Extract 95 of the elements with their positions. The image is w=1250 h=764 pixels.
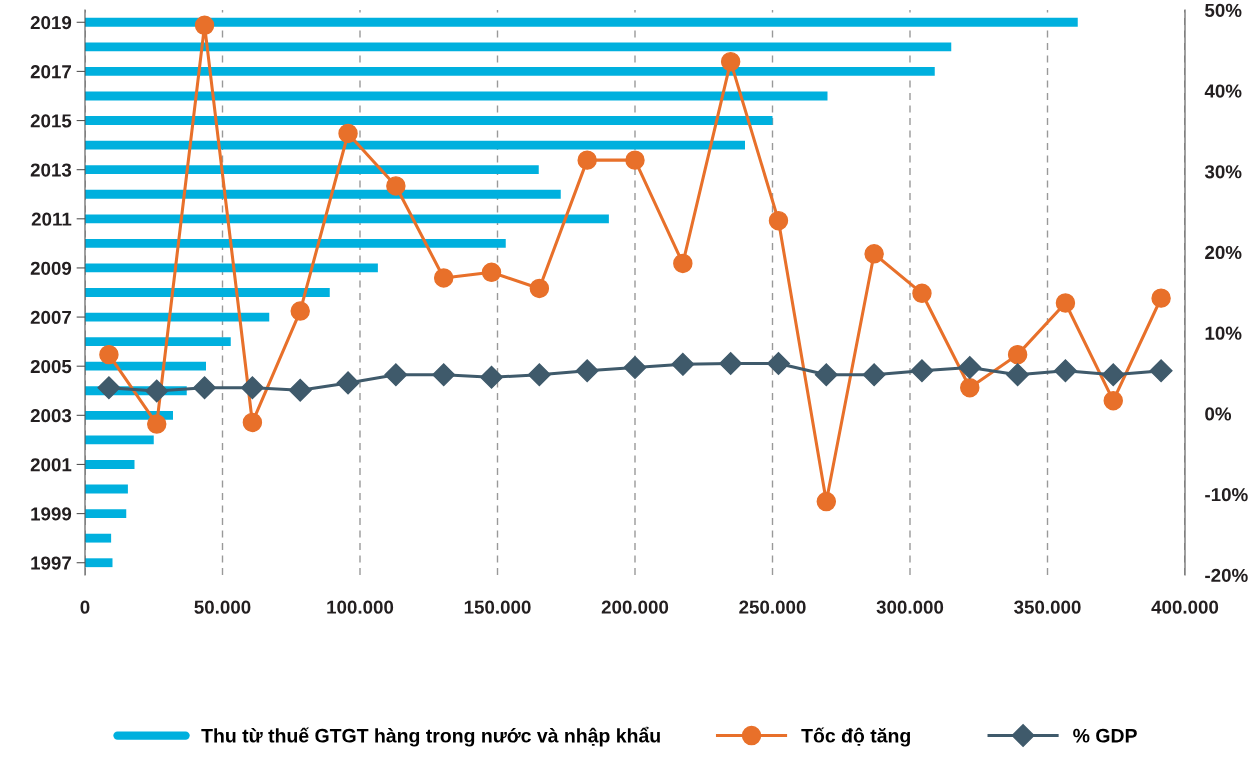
point — [99, 344, 119, 365]
point — [432, 363, 456, 387]
point — [1055, 293, 1076, 313]
bar — [85, 116, 773, 125]
bar — [85, 189, 561, 199]
legend-label: % GDP — [1073, 728, 1137, 743]
y-tick-label: 10% — [1205, 326, 1242, 340]
bar — [85, 337, 231, 347]
point — [575, 359, 599, 383]
point — [336, 371, 360, 395]
point — [623, 356, 647, 380]
y-tick-label: 30% — [1204, 165, 1242, 179]
x-tick-label: 300.000 — [876, 600, 944, 614]
point — [147, 414, 167, 434]
point — [1149, 359, 1173, 383]
point — [816, 491, 837, 512]
y-tick-label: 2003 — [30, 409, 72, 423]
y-tick-label: 2011 — [31, 212, 72, 226]
bar — [85, 214, 609, 224]
y-tick-label: 2017 — [30, 65, 71, 79]
point — [1053, 359, 1077, 383]
bar — [85, 238, 506, 248]
legend-label: Tốc độ tăng — [801, 727, 910, 747]
y-tick-label: 50% — [1205, 3, 1242, 17]
point — [242, 412, 263, 433]
point — [193, 376, 217, 400]
bar — [85, 17, 1078, 27]
x-tick-label: 150.000 — [464, 600, 531, 614]
bar — [85, 288, 330, 297]
y-tick-label: 2005 — [30, 359, 72, 374]
point — [910, 359, 934, 383]
x-tick-label: 50.000 — [194, 600, 251, 614]
x-tick-label: 0 — [80, 600, 90, 614]
point — [1006, 363, 1030, 387]
bar — [85, 361, 206, 371]
y-tick-label: 0% — [1205, 407, 1232, 421]
point — [527, 363, 551, 387]
point — [481, 262, 502, 283]
point — [1151, 288, 1171, 308]
point — [338, 123, 358, 144]
y-tick-label: 2001 — [30, 458, 72, 472]
y-tick-label: 40% — [1204, 84, 1242, 98]
point — [145, 379, 169, 403]
y-tick-label: 2019 — [30, 15, 72, 30]
bar — [85, 66, 935, 76]
bar — [85, 42, 952, 52]
bar — [85, 140, 745, 150]
point — [864, 244, 884, 264]
point — [577, 150, 597, 170]
point — [386, 176, 406, 196]
y-tick-label: 2013 — [30, 163, 72, 177]
y-tick-label: 2009 — [30, 261, 72, 275]
point — [960, 378, 980, 398]
y-tick-label: 20% — [1205, 245, 1242, 260]
x-tick-label: 250.000 — [739, 600, 806, 614]
point — [384, 363, 408, 387]
point — [290, 301, 310, 321]
point — [720, 51, 741, 72]
x-tick-label: 400.000 — [1151, 600, 1219, 614]
point — [719, 352, 743, 376]
point — [814, 363, 838, 387]
bar — [85, 165, 539, 175]
point — [529, 278, 550, 299]
point — [625, 150, 645, 170]
point — [433, 268, 454, 288]
point — [194, 15, 215, 36]
point — [912, 283, 932, 304]
x-tick-label: 100.000 — [327, 600, 394, 614]
point — [862, 363, 886, 387]
y-tick-label: -10% — [1205, 487, 1248, 502]
bar — [85, 533, 112, 543]
bar — [85, 460, 135, 469]
y-tick-label: -20% — [1205, 568, 1248, 582]
point — [1007, 344, 1028, 365]
point — [97, 376, 121, 400]
point — [240, 376, 264, 400]
y-tick-label: 1999 — [31, 507, 72, 521]
bar — [85, 509, 127, 519]
bar — [85, 435, 154, 445]
bar — [85, 558, 113, 568]
x-tick-label: 350.000 — [1014, 600, 1081, 614]
y-tick-label: 2015 — [30, 114, 72, 128]
point — [480, 365, 504, 389]
y-tick-label: 1997 — [31, 556, 71, 570]
point — [958, 356, 982, 380]
point — [766, 352, 790, 376]
x-tick-label: 200.000 — [601, 600, 669, 614]
point — [288, 378, 312, 402]
y-tick-label: 2007 — [30, 310, 71, 325]
point — [671, 352, 695, 376]
point — [768, 210, 789, 231]
point — [673, 253, 693, 274]
legend-label: Thu từ thuế GTGT hàng trong nước và nhập khẩu — [201, 726, 660, 747]
point — [1103, 390, 1123, 411]
point — [1101, 363, 1125, 387]
